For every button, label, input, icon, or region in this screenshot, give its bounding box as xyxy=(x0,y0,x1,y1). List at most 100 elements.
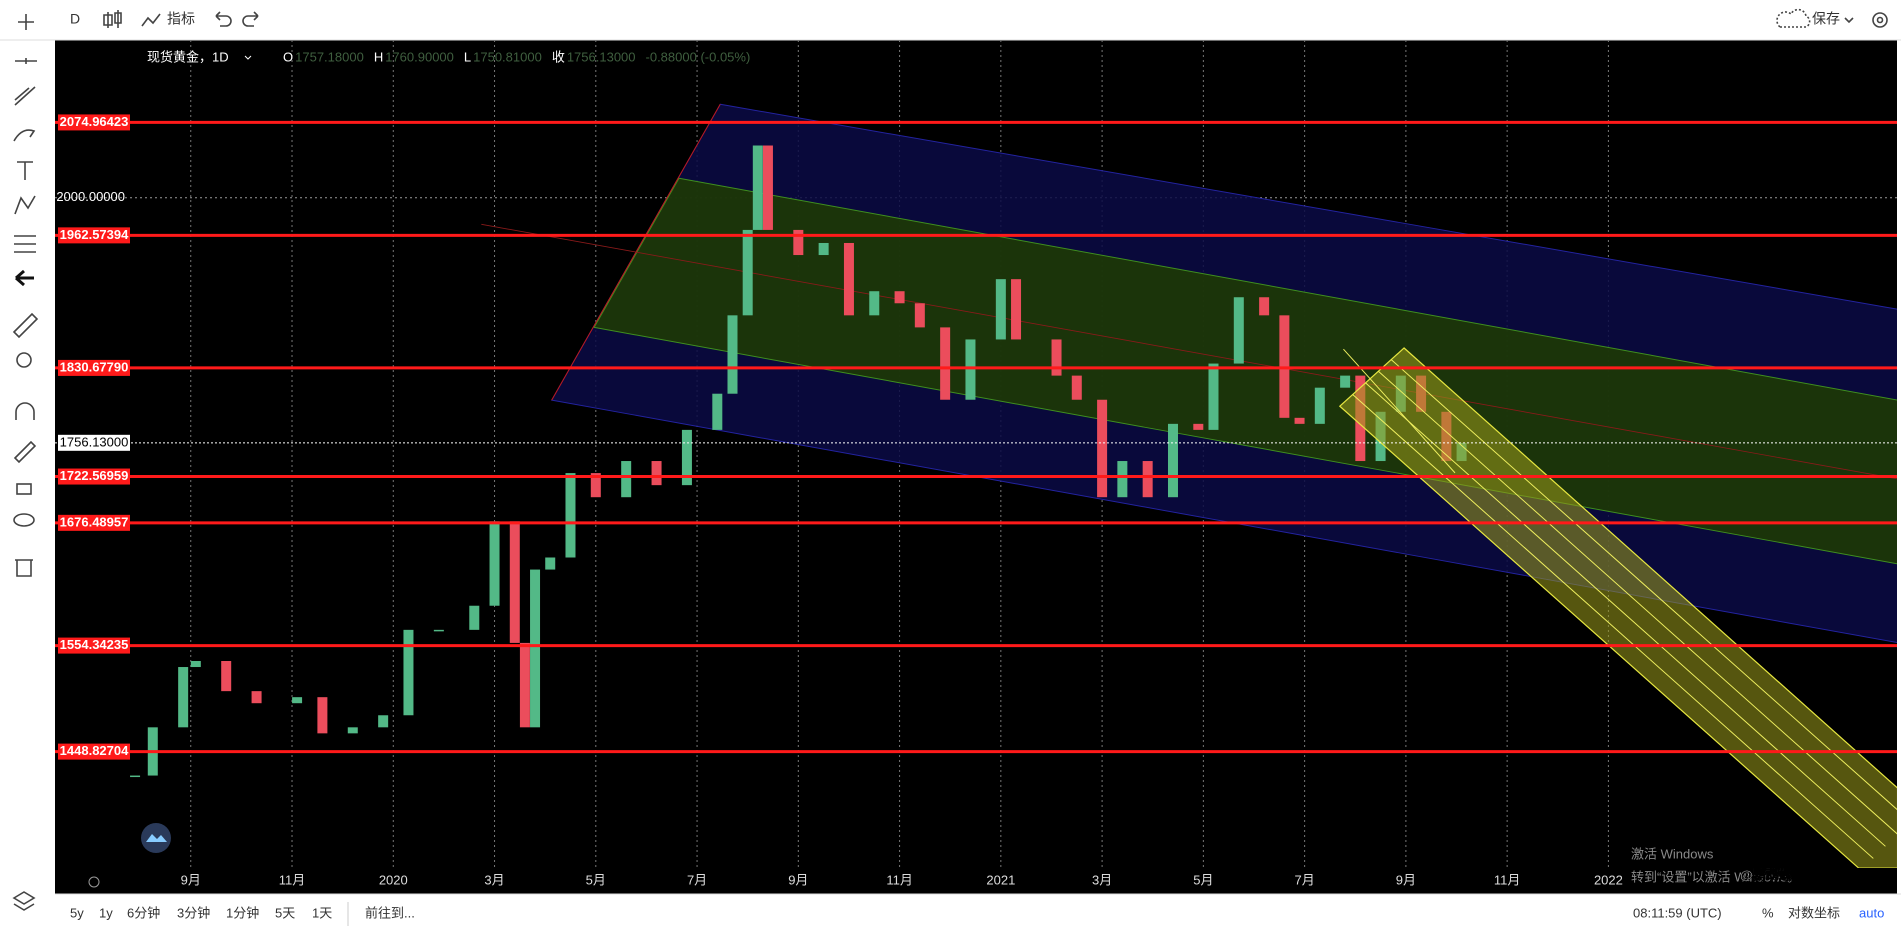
range-button[interactable]: 6分钟 xyxy=(127,905,160,920)
undo-icon[interactable] xyxy=(215,11,232,27)
levels: 2074.96423 1962.57394 1830.67790 1722.56959… xyxy=(55,114,1897,760)
legend-key: O xyxy=(283,49,293,64)
tool-ruler[interactable] xyxy=(12,312,39,339)
candle xyxy=(793,229,804,256)
goto-button[interactable]: 前往到... xyxy=(365,905,415,920)
legend-value: 1750.81000 xyxy=(473,49,542,64)
candle xyxy=(752,145,763,230)
level-label-box xyxy=(58,468,130,485)
activation-title: 激活 Windows xyxy=(1631,846,1714,861)
x-tick-label: 9月 xyxy=(1396,872,1416,887)
fork-line xyxy=(1352,394,1874,859)
tool-line[interactable] xyxy=(15,58,37,64)
candle xyxy=(1340,375,1351,388)
level-label-box xyxy=(58,743,130,760)
candle xyxy=(190,661,201,668)
axis-settings[interactable] xyxy=(88,876,100,888)
save-button[interactable]: 保存 xyxy=(1812,11,1840,27)
tool-fib[interactable] xyxy=(14,235,36,253)
indicator-icon[interactable] xyxy=(141,13,161,27)
fork-line xyxy=(1365,382,1886,847)
cloud-icon[interactable] xyxy=(1776,8,1811,28)
candle xyxy=(1071,375,1082,400)
candle xyxy=(178,667,189,728)
candle xyxy=(1259,297,1270,316)
candle xyxy=(1167,423,1178,498)
tool-eye[interactable] xyxy=(13,513,35,527)
crosshair-icon[interactable] xyxy=(18,14,34,30)
indicators-button[interactable]: 指标 xyxy=(167,11,195,27)
x-tick-label: 7月 xyxy=(1295,872,1315,887)
sidebar xyxy=(12,58,39,911)
tool-back[interactable] xyxy=(15,269,34,287)
toolbar-left: D 指标 xyxy=(18,10,259,30)
toolbar-right: 保存 xyxy=(1776,8,1888,28)
level-label-box xyxy=(58,359,130,376)
legend-value: 1756.13000 xyxy=(567,49,636,64)
candle xyxy=(681,429,692,486)
ohlc-legend: O 1757.18000 H 1760.90000 L 1750.81000 收 1756.1… xyxy=(283,49,750,64)
candle xyxy=(621,461,632,498)
x-tick-label: 11月 xyxy=(1494,872,1521,887)
tool-lock[interactable] xyxy=(16,483,32,495)
x-tick-label: 9月 xyxy=(181,872,201,887)
x-tick-label: 2020 xyxy=(379,872,408,887)
candle xyxy=(1208,363,1219,430)
percent-button[interactable]: % xyxy=(1762,905,1774,920)
grid xyxy=(55,40,1897,868)
tool-text[interactable] xyxy=(17,161,33,180)
candle xyxy=(894,291,905,304)
tool-zoom[interactable] xyxy=(16,352,32,368)
range-button[interactable]: 5y xyxy=(70,905,84,920)
range-button[interactable]: 1分钟 xyxy=(226,905,259,920)
level-label: 1722.56959 xyxy=(60,468,129,483)
x-tick-label: 7月 xyxy=(687,872,707,887)
candle xyxy=(1097,399,1108,498)
candle xyxy=(869,291,880,316)
fork-line xyxy=(1378,370,1897,835)
candle xyxy=(843,242,854,316)
range-button[interactable]: 1天 xyxy=(312,905,332,920)
tool-draw-mode[interactable] xyxy=(13,440,37,464)
settings-icon[interactable] xyxy=(1872,12,1888,28)
candle xyxy=(509,521,520,643)
channel-median xyxy=(481,223,1897,480)
tool-delete[interactable] xyxy=(15,559,33,577)
candle xyxy=(1294,417,1305,424)
x-tick-label: 3月 xyxy=(484,872,504,887)
tool-trend[interactable] xyxy=(14,86,36,106)
range-button[interactable]: 3分钟 xyxy=(177,905,210,920)
tool-pattern[interactable] xyxy=(14,195,36,215)
last-price-label: 1756.13000 xyxy=(60,434,129,449)
candle xyxy=(762,145,773,230)
interval[interactable]: D xyxy=(70,11,80,27)
range-button[interactable]: 5天 xyxy=(275,905,295,920)
candle xyxy=(742,229,753,316)
chart-title[interactable]: 现货黄金，1D xyxy=(147,49,229,64)
layers-icon[interactable] xyxy=(12,891,36,911)
tool-magnet[interactable] xyxy=(15,402,35,420)
legend-value: 1760.90000 xyxy=(385,49,454,64)
candle xyxy=(403,629,414,716)
log-button[interactable]: 对数坐标 xyxy=(1788,905,1840,920)
candle xyxy=(1011,279,1022,340)
legend-value: 1757.18000 xyxy=(295,49,364,64)
legend-change: -0.88000 (-0.05%) xyxy=(646,49,751,64)
candle xyxy=(651,461,662,486)
range-button[interactable]: 1y xyxy=(99,905,113,920)
chart-type-icon[interactable] xyxy=(103,10,122,28)
candle xyxy=(292,697,303,704)
level-label-box xyxy=(58,514,130,531)
save-menu[interactable] xyxy=(1844,17,1854,24)
title-menu[interactable] xyxy=(244,55,252,60)
x-tick-label: 11月 xyxy=(886,872,913,887)
settings-icon-center xyxy=(1876,16,1884,24)
candle xyxy=(433,629,444,632)
x-tick-label: 2021 xyxy=(986,872,1015,887)
auto-button[interactable]: auto xyxy=(1859,905,1884,920)
candle xyxy=(251,691,262,704)
tool-brush[interactable] xyxy=(13,129,36,142)
candle xyxy=(1142,461,1153,498)
